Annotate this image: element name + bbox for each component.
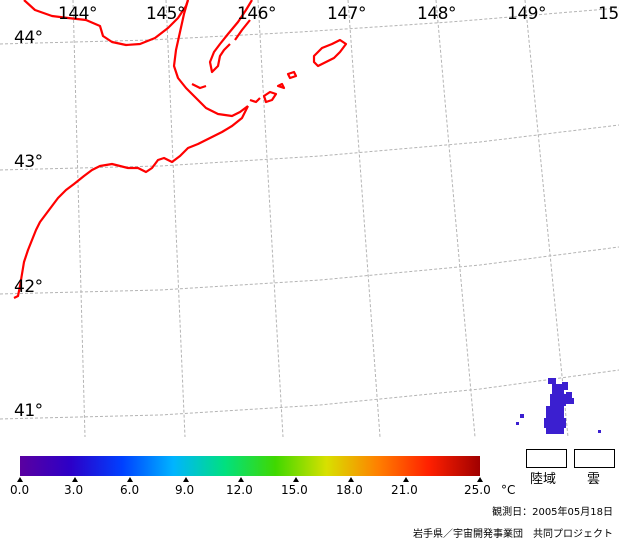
colorbar-tick-label: 15.0	[281, 483, 308, 497]
project-credit: 岩手県／宇宙開発事業団 共同プロジェクト	[413, 529, 613, 540]
coastline-island-small	[286, 70, 298, 80]
lon-label-150: 15	[598, 4, 619, 24]
colorbar-tick-label: 18.0	[336, 483, 363, 497]
lon-label-144: 144°	[58, 4, 97, 24]
lat-label-43: 43°	[14, 152, 43, 172]
coastline-island-kunashiri	[312, 38, 348, 68]
coastline-shiretoko	[208, 0, 253, 74]
colorbar-tick-label: 12.0	[226, 483, 253, 497]
tick-mark	[403, 477, 409, 482]
coastline-hokkaido-east	[172, 0, 249, 118]
colorbar-tick-label: 3.0	[64, 483, 84, 497]
colorbar-tick-label: 21.0	[391, 483, 418, 497]
sst-cell	[566, 392, 572, 404]
sst-cell	[520, 414, 524, 418]
tick-mark	[72, 477, 78, 482]
sst-cell	[544, 418, 566, 428]
lat-label-42: 42°	[14, 277, 43, 297]
tick-mark	[127, 477, 133, 482]
tick-mark	[183, 477, 189, 482]
tick-mark	[293, 477, 299, 482]
coastline-nemuro	[13, 105, 249, 299]
sst-cell	[550, 394, 566, 406]
sst-cell	[516, 422, 519, 425]
coastline-island-habomai-1	[249, 97, 261, 104]
tick-mark	[238, 477, 244, 482]
tick-mark	[17, 477, 23, 482]
sst-cell	[552, 384, 564, 394]
sst-cell	[546, 428, 564, 434]
sst-data-cells	[516, 378, 601, 434]
graticule-lat-43	[0, 124, 619, 171]
cloud-legend-swatch	[574, 449, 615, 468]
graticule-lat-41	[0, 369, 619, 420]
coastline-island-habomai-2	[262, 90, 278, 104]
lon-label-146: 146°	[237, 4, 276, 24]
graticule-lon-144	[72, 0, 86, 437]
coastline-island-shikotan	[276, 82, 286, 90]
land-legend-swatch	[526, 449, 567, 468]
coastline-notsuke	[191, 83, 207, 90]
tick-mark	[348, 477, 354, 482]
land-legend-label: 陸域	[530, 472, 557, 487]
graticule-lat-44	[0, 7, 619, 45]
coastline	[13, 0, 348, 299]
colorbar-tick-label: 0.0	[10, 483, 30, 497]
graticule-lat-42	[0, 246, 619, 295]
temperature-colorbar	[20, 456, 480, 476]
sst-cell	[562, 382, 568, 390]
colorbar-tick-label: 9.0	[175, 483, 195, 497]
observation-date: 観測日：2005年05月18日	[492, 507, 613, 518]
graticule	[0, 0, 619, 437]
lon-label-148: 148°	[417, 4, 456, 24]
lon-label-145: 145°	[146, 4, 185, 24]
sst-cell	[570, 398, 574, 404]
colorbar-tick-label: 6.0	[120, 483, 140, 497]
sst-cell	[598, 430, 601, 433]
coastline-hokkaido-north	[23, 0, 190, 47]
lat-label-41: 41°	[14, 401, 43, 421]
graticule-lon-146	[257, 0, 284, 437]
graticule-lon-147	[347, 0, 381, 437]
sst-cell	[546, 406, 564, 418]
colorbar-unit: °C	[501, 483, 516, 497]
sst-cell	[548, 378, 556, 384]
tick-mark	[477, 477, 483, 482]
lon-label-149: 149°	[507, 4, 546, 24]
coastline-shiretoko-tip	[234, 19, 251, 41]
map-canvas	[0, 0, 619, 437]
graticule-lon-148	[435, 0, 476, 437]
lat-label-44: 44°	[14, 28, 43, 48]
colorbar-fill	[20, 456, 480, 476]
colorbar-tick-marks	[17, 477, 483, 482]
graticule-lon-149	[524, 0, 569, 437]
graticule-lon-145	[165, 0, 186, 437]
lon-label-147: 147°	[327, 4, 366, 24]
cloud-legend-label: 雲	[587, 472, 601, 487]
colorbar-tick-label: 25.0	[464, 483, 491, 497]
